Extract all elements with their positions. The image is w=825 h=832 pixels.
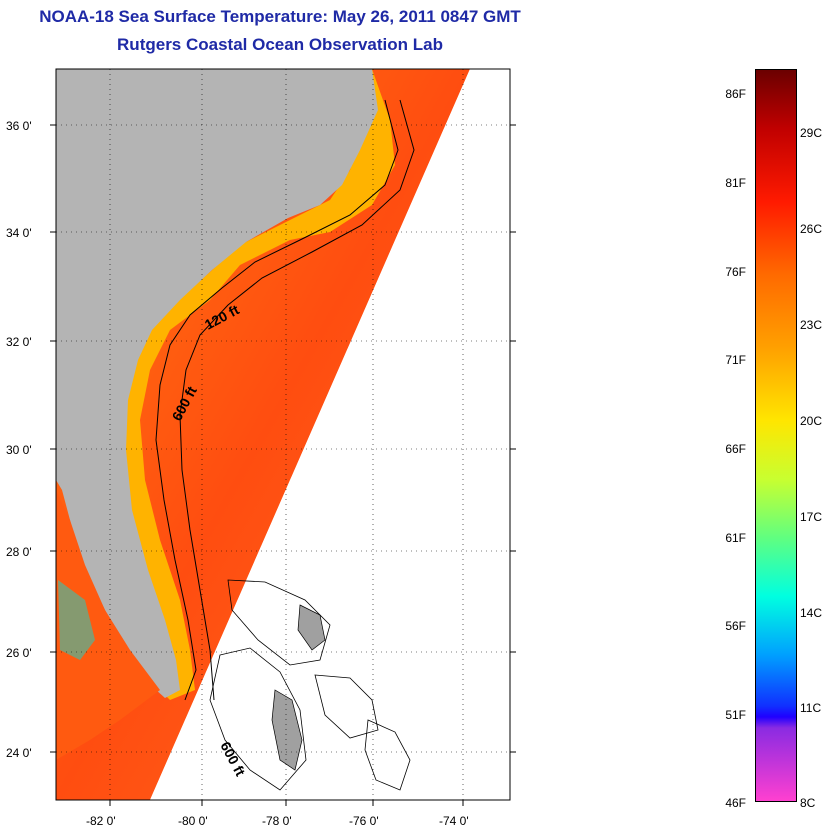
colorbar-f-81: 81F <box>725 176 746 190</box>
lon-label-74: -74 0' <box>439 814 469 828</box>
lat-label-24: 24 0' <box>6 746 32 760</box>
colorbar-c-20: 20C <box>800 414 823 428</box>
contour-600ft <box>179 99 415 701</box>
colorbar-f-76: 76F <box>725 265 746 279</box>
map-subtitle: Rutgers Coastal Ocean Observation Lab <box>117 35 443 54</box>
gulf-cool-patch <box>58 580 95 660</box>
colorbar-f-66: 66F <box>725 442 746 456</box>
lat-label-34: 34 0' <box>6 226 32 240</box>
colorbar-f-86: 86F <box>725 87 746 101</box>
colorbar-c-26: 26C <box>800 222 823 236</box>
lat-label-28: 28 0' <box>6 545 32 559</box>
colorbar-c-17: 17C <box>800 510 823 524</box>
contour-120ft <box>155 99 399 701</box>
land-mass <box>56 69 378 698</box>
bahamas-islands <box>271 689 303 771</box>
colorbar-c-23: 23C <box>800 318 823 332</box>
colorbar-f-46: 46F <box>725 796 746 810</box>
lat-label-36: 36 0' <box>6 119 32 133</box>
map-frame <box>55 68 511 801</box>
colorbar-c-11: 11C <box>800 701 822 715</box>
colorbar-f-51: 51F <box>725 708 746 722</box>
lat-label-26: 26 0' <box>6 646 32 660</box>
gulf-ocean <box>56 490 160 760</box>
bahamas-banks-contours <box>209 579 411 791</box>
lat-label-32: 32 0' <box>6 335 32 349</box>
colorbar-f-56: 56F <box>725 619 746 633</box>
colorbar-f-61: 61F <box>725 531 746 545</box>
temperature-colorbar <box>755 69 797 802</box>
graticule <box>56 69 510 800</box>
map-title: NOAA-18 Sea Surface Temperature: May 26,… <box>39 7 521 26</box>
lon-label-78: -78 0' <box>262 814 292 828</box>
coastal-warm-band <box>105 69 395 700</box>
lon-label-82: -82 0' <box>86 814 116 828</box>
colorbar-c-29: 29C <box>800 126 823 140</box>
bahamas-islands-2 <box>297 604 326 651</box>
lat-label-30: 30 0' <box>6 443 32 457</box>
axis-ticks <box>50 124 516 806</box>
colorbar-c-8: 8C <box>800 796 816 810</box>
lon-label-76: -76 0' <box>349 814 379 828</box>
no-data-region <box>150 69 510 800</box>
colorbar-f-71: 71F <box>725 353 746 367</box>
lon-label-80: -80 0' <box>178 814 208 828</box>
colorbar-c-14: 14C <box>800 606 823 620</box>
